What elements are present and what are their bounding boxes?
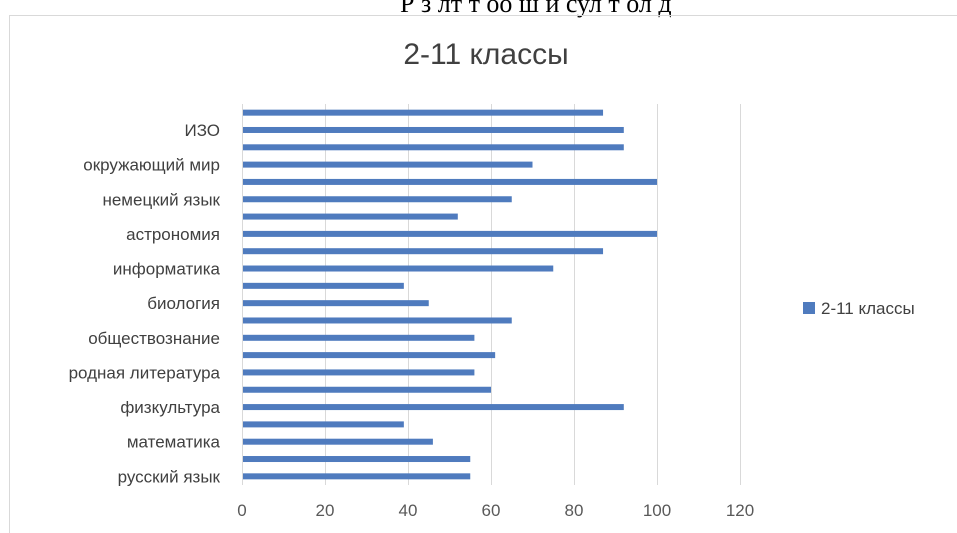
category-label: математика [127,433,221,452]
category-label: немецкий язык [102,190,220,209]
bar [243,178,657,185]
category-label: физкультура [120,398,220,417]
x-tick-label: 100 [643,501,671,520]
x-tick-label: 0 [237,501,246,520]
category-label: обществознание [88,329,220,348]
legend-swatch [803,302,815,314]
bar [243,300,429,307]
bar [243,196,512,203]
category-label: информатика [113,260,221,279]
category-label: окружающий мир [83,156,220,175]
bar [243,456,471,463]
bar [243,213,458,220]
bar [243,126,624,133]
bar [243,161,533,168]
bar [243,282,404,289]
x-tick-label: 20 [316,501,335,520]
bar [243,144,624,151]
bar [243,265,554,272]
bar [243,317,512,324]
gridlines [242,104,741,485]
x-tick-label: 80 [565,501,584,520]
bars [243,109,657,480]
bar [243,421,404,428]
bar [243,230,657,237]
bar [243,248,604,255]
bar [243,386,491,393]
bar [243,352,496,359]
legend-label: 2-11 классы [821,299,915,318]
chart-title: 2-11 классы [403,38,568,71]
bar [243,369,475,376]
legend: 2-11 классы [803,299,915,318]
x-tick-label: 40 [399,501,418,520]
bar [243,473,471,480]
category-label: русский язык [118,467,221,486]
category-label: биология [147,294,220,313]
bar [243,109,604,116]
x-tick-label: 120 [726,501,754,520]
cut-off-heading-text: Р з лт т оо ш и сул т ол д [400,0,672,18]
category-label: ИЗО [184,121,220,140]
x-tick-labels: 0 20 40 60 80 100 120 [237,501,754,520]
category-labels: русский язык математика физкультура родная … [69,121,221,486]
category-label: астрономия [126,225,220,244]
bar [243,438,433,445]
bar [243,334,475,341]
bar [243,404,624,411]
x-tick-label: 60 [482,501,501,520]
category-label: родная литература [69,363,221,382]
